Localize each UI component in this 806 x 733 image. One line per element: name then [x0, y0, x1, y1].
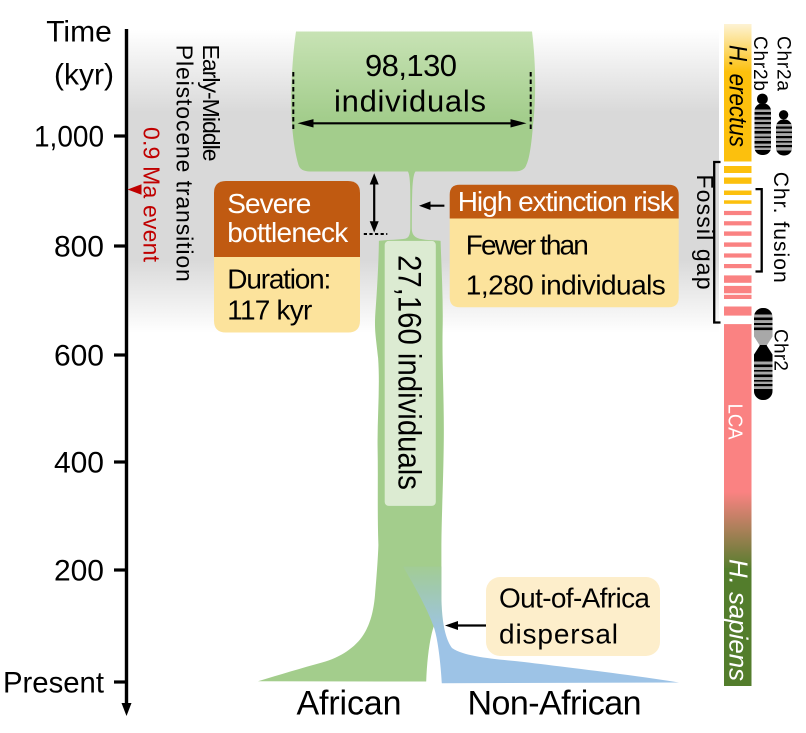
svg-text:Chr2: Chr2 — [770, 329, 791, 371]
svg-text:Out-of-Africa: Out-of-Africa — [499, 583, 650, 614]
svg-text:(kyr): (kyr) — [54, 59, 114, 92]
svg-text:Time: Time — [46, 16, 112, 49]
svg-text:Chr2a: Chr2a — [773, 36, 794, 91]
svg-text:200: 200 — [54, 555, 104, 588]
svg-text:Fewer than: Fewer than — [466, 230, 589, 261]
svg-text:0.9 Ma event: 0.9 Ma event — [139, 127, 165, 263]
svg-text:Present: Present — [3, 667, 105, 700]
svg-text:African: African — [297, 685, 402, 723]
svg-text:LCA: LCA — [724, 404, 746, 441]
svg-text:Fossil gap: Fossil gap — [692, 175, 718, 290]
svg-text:bottleneck: bottleneck — [227, 217, 349, 248]
svg-text:H. erectus: H. erectus — [724, 45, 752, 147]
svg-text:800: 800 — [54, 231, 104, 264]
svg-text:27,160 individuals: 27,160 individuals — [392, 255, 428, 490]
svg-text:Non-African: Non-African — [468, 685, 642, 723]
svg-text:Severe: Severe — [227, 188, 311, 219]
svg-text:1,000: 1,000 — [34, 121, 104, 154]
svg-text:dispersal: dispersal — [499, 619, 618, 650]
svg-text:Chr. fusion: Chr. fusion — [769, 172, 792, 283]
svg-text:117 kyr: 117 kyr — [227, 295, 312, 326]
svg-text:Chr2b: Chr2b — [749, 36, 770, 91]
svg-text:High extinction risk: High extinction risk — [458, 186, 675, 217]
svg-text:H. sapiens: H. sapiens — [724, 559, 754, 681]
svg-text:98,130: 98,130 — [365, 48, 457, 83]
svg-text:600: 600 — [54, 340, 104, 373]
svg-text:individuals: individuals — [334, 83, 486, 118]
svg-text:Pleistocene transition: Pleistocene transition — [172, 45, 198, 282]
svg-text:Duration:: Duration: — [227, 264, 331, 295]
svg-text:1,280 individuals: 1,280 individuals — [466, 270, 666, 301]
svg-text:400: 400 — [54, 447, 104, 480]
svg-text:Early-Middle: Early-Middle — [198, 45, 224, 162]
